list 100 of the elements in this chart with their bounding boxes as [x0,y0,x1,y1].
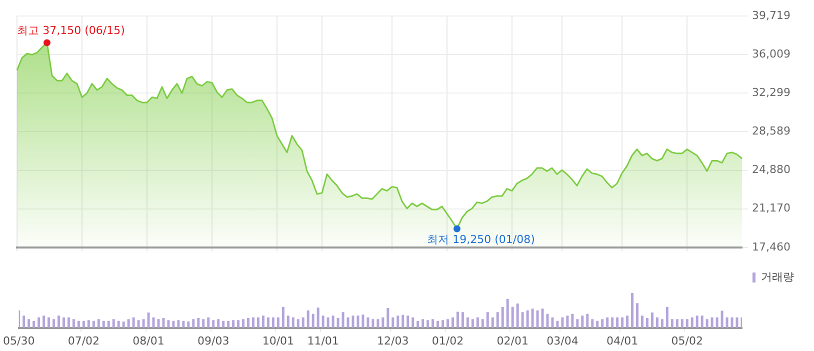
bar [461,312,464,328]
bar [217,319,220,328]
bar [112,319,115,328]
bar [426,320,430,328]
y-tick-label: 21,170 [752,202,790,215]
bar [137,320,140,328]
bar [432,319,434,328]
bar [302,317,304,328]
bar [227,320,230,328]
y-tick-label: 32,299 [752,86,790,99]
bar [481,319,484,328]
bar [32,320,36,328]
bar [476,317,479,328]
category-label: 03/04 [546,334,578,348]
bar [356,316,360,328]
bar [197,318,200,328]
bar [342,312,344,328]
bar [332,316,334,328]
bar [107,320,110,328]
y-tick-label: 24,880 [752,163,790,176]
bar [646,318,648,328]
bar [436,320,440,328]
bar [392,317,394,328]
bar [202,319,205,328]
bar [67,317,70,328]
bar [282,306,284,328]
bar [456,312,459,328]
bar [272,317,274,328]
bar [286,316,290,328]
legend-label: 거래량 [761,270,794,284]
bar [650,312,654,328]
bar [336,318,340,328]
bar [706,319,708,328]
annotation: 최고 37,150 (06/15) [17,24,125,38]
bar [531,308,534,328]
bar [581,316,584,328]
y-tick-label: 36,009 [752,47,790,60]
bar [511,306,514,328]
bar [42,316,46,328]
bar [670,319,674,328]
bar [666,306,668,328]
bar [187,322,190,328]
bar [292,317,294,328]
bar [611,317,614,328]
bar [396,316,400,328]
y-tick-label: 28,589 [752,124,790,138]
y-tick-label: 17,460 [752,240,790,254]
bar [52,319,56,328]
bar [720,310,724,328]
category-label: 05/02 [671,334,703,348]
bar [591,319,594,328]
bar [38,317,40,328]
bar [726,317,728,328]
bar [28,319,30,328]
y-tick-label: 39,719 [752,8,790,22]
bar [362,314,364,328]
bar [656,317,658,328]
bar [606,317,609,328]
bar [716,317,718,328]
bar [366,317,370,328]
bar [616,317,619,328]
bar [82,320,85,328]
bar [122,322,125,328]
bar [222,320,225,328]
bar [232,320,235,328]
bar [576,319,579,328]
bar [641,316,644,328]
bar [561,317,564,328]
category-label: 10/01 [262,334,294,348]
bar [626,316,629,328]
bar [157,319,160,328]
bar [601,319,604,328]
bar [132,317,135,328]
bar [496,312,499,328]
bar [556,320,559,328]
annotation: 최저 19,250 (01/08) [427,233,535,246]
category-label: 05/30 [3,334,35,348]
bar [177,320,180,328]
bar [386,308,390,328]
bar [247,318,250,328]
bar [346,317,350,328]
bar [521,312,524,328]
bar [486,312,489,328]
bar [700,316,704,328]
bar [471,319,474,328]
bar [142,319,145,328]
bar [372,319,374,328]
bar [207,317,210,328]
bar [22,316,26,328]
bar [72,319,75,328]
bar [58,316,60,328]
bar [451,317,454,328]
bar [212,320,215,328]
bar [680,319,684,328]
bar [402,314,404,328]
bar [506,298,509,328]
bar [690,317,694,328]
bar [48,317,50,328]
bar [237,320,240,328]
bar [316,308,320,328]
